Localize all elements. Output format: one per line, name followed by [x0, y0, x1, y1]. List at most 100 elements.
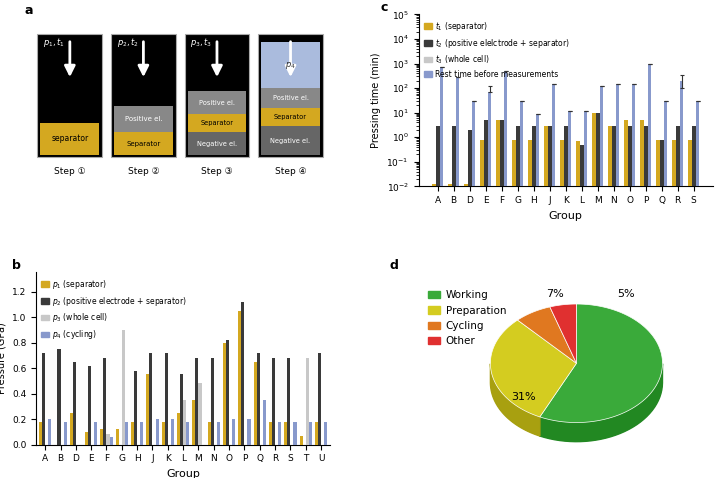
- Bar: [125, 422, 128, 445]
- Bar: [580, 145, 584, 478]
- Bar: [232, 419, 235, 445]
- Bar: [162, 422, 165, 445]
- Bar: [484, 120, 487, 478]
- Legend: $t_1$ (separator), $t_2$ (positive elelctrode + separator), $t_3$ (whole cell), : $t_1$ (separator), $t_2$ (positive elelc…: [423, 18, 571, 80]
- Bar: [187, 114, 246, 132]
- Text: d: d: [389, 259, 398, 272]
- Text: $p_3, t_3$: $p_3, t_3$: [191, 36, 212, 49]
- Text: Step ④: Step ④: [274, 167, 307, 176]
- Bar: [287, 358, 290, 445]
- Bar: [567, 111, 572, 478]
- Legend: Working, Preparation, Cycling, Other: Working, Preparation, Cycling, Other: [424, 286, 510, 350]
- FancyBboxPatch shape: [184, 34, 249, 157]
- Bar: [552, 84, 555, 478]
- Bar: [440, 67, 444, 478]
- X-axis label: Group: Group: [549, 211, 582, 221]
- Bar: [165, 353, 168, 445]
- Bar: [94, 422, 97, 445]
- Bar: [692, 126, 696, 478]
- Bar: [39, 422, 42, 445]
- Bar: [640, 120, 644, 478]
- Bar: [48, 419, 51, 445]
- Bar: [140, 422, 143, 445]
- Bar: [576, 141, 580, 478]
- Bar: [544, 126, 548, 478]
- Text: c: c: [380, 1, 387, 14]
- Text: b: b: [12, 259, 22, 272]
- Bar: [688, 140, 692, 478]
- Bar: [107, 435, 109, 445]
- X-axis label: Group: Group: [166, 469, 200, 478]
- Bar: [500, 120, 503, 478]
- Bar: [456, 77, 459, 478]
- Text: Positive el.: Positive el.: [125, 116, 162, 122]
- Bar: [241, 302, 244, 445]
- Bar: [548, 126, 552, 478]
- Polygon shape: [490, 364, 540, 436]
- Text: 31%: 31%: [511, 392, 536, 402]
- Bar: [644, 126, 647, 478]
- Text: Separator: Separator: [274, 114, 307, 120]
- Bar: [660, 140, 664, 478]
- Bar: [257, 353, 260, 445]
- Bar: [294, 422, 297, 445]
- Bar: [664, 101, 667, 478]
- Bar: [631, 84, 636, 478]
- Bar: [300, 435, 302, 445]
- Ellipse shape: [490, 323, 662, 442]
- Bar: [536, 114, 539, 478]
- Bar: [448, 185, 451, 478]
- Text: $p_4$: $p_4$: [285, 60, 296, 71]
- Bar: [186, 422, 189, 445]
- Bar: [150, 353, 153, 445]
- Text: 5%: 5%: [617, 290, 635, 299]
- Bar: [464, 185, 468, 478]
- Bar: [73, 362, 76, 445]
- Polygon shape: [518, 307, 577, 363]
- Bar: [278, 422, 282, 445]
- Bar: [109, 437, 112, 445]
- Text: separator: separator: [51, 134, 89, 143]
- Bar: [58, 349, 60, 445]
- Legend: $p_1$ (separator), $p_2$ (positive electrode + separator), $p_3$ (whole cell), $: $p_1$ (separator), $p_2$ (positive elect…: [40, 276, 188, 343]
- Bar: [261, 108, 320, 126]
- Bar: [269, 422, 272, 445]
- Text: Positive el.: Positive el.: [199, 100, 235, 106]
- Bar: [263, 400, 266, 445]
- Bar: [600, 86, 603, 478]
- Bar: [318, 353, 321, 445]
- Bar: [628, 126, 631, 478]
- Bar: [85, 432, 88, 445]
- Bar: [309, 422, 312, 445]
- FancyBboxPatch shape: [37, 34, 102, 157]
- Bar: [114, 132, 173, 155]
- Bar: [315, 422, 318, 445]
- Bar: [217, 422, 220, 445]
- Bar: [487, 92, 492, 478]
- Bar: [676, 126, 680, 478]
- Bar: [261, 42, 320, 88]
- Bar: [528, 140, 532, 478]
- Bar: [612, 126, 616, 478]
- Bar: [560, 140, 564, 478]
- Bar: [520, 101, 523, 478]
- Polygon shape: [490, 320, 577, 417]
- Bar: [472, 101, 475, 478]
- Bar: [199, 383, 202, 445]
- Text: Step ①: Step ①: [54, 167, 86, 176]
- Bar: [564, 126, 567, 478]
- FancyBboxPatch shape: [258, 34, 323, 157]
- Bar: [503, 71, 508, 478]
- Bar: [532, 126, 536, 478]
- Text: $p_2, t_2$: $p_2, t_2$: [117, 36, 139, 49]
- Bar: [156, 419, 158, 445]
- Text: a: a: [24, 4, 32, 17]
- Bar: [104, 358, 107, 445]
- Bar: [696, 101, 699, 478]
- Bar: [432, 185, 436, 478]
- Text: 7%: 7%: [546, 290, 564, 299]
- FancyBboxPatch shape: [111, 34, 176, 157]
- Bar: [183, 400, 186, 445]
- Bar: [436, 126, 440, 478]
- Bar: [134, 370, 137, 445]
